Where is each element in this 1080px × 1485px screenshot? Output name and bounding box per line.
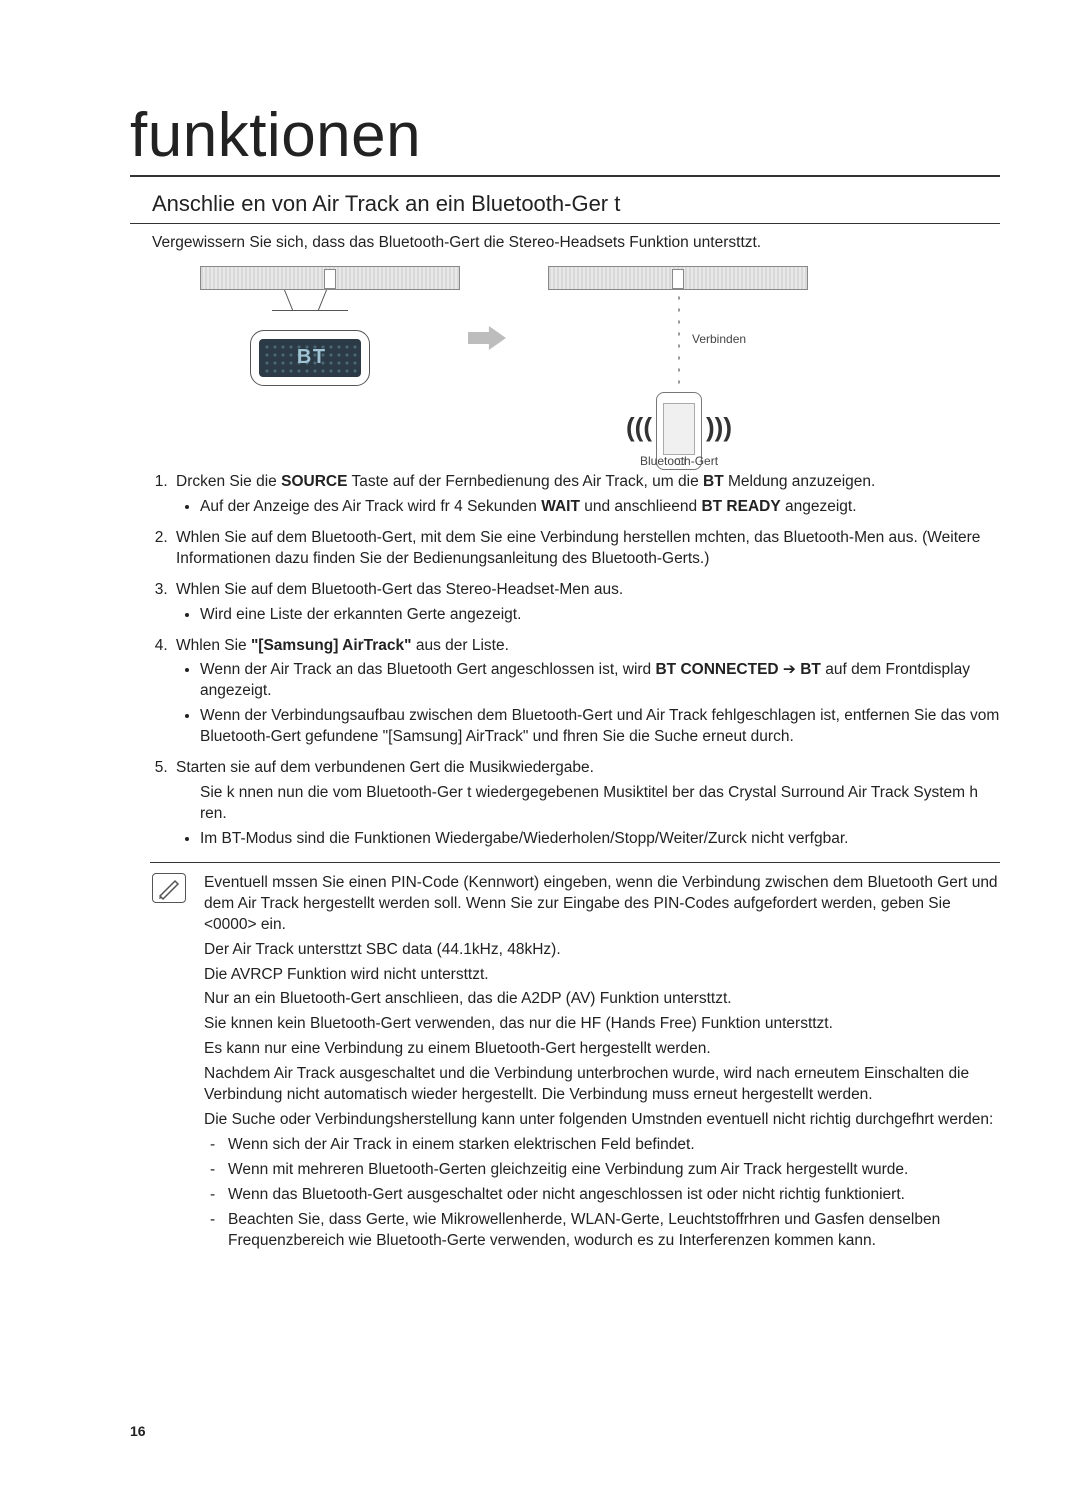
step-bullets: Auf der Anzeige des Air Track wird fr 4 … [176, 497, 1000, 518]
text-run: Whlen Sie auf dem Bluetooth-Gert, mit de… [176, 529, 980, 567]
soundbar-right [548, 266, 808, 290]
page-heading: funktionen [130, 100, 1000, 177]
step-bullet-item: Auf der Anzeige des Air Track wird fr 4 … [200, 497, 1000, 518]
note-sublist: Wenn sich der Air Track in einem starken… [204, 1135, 1000, 1252]
step-item: Drcken Sie die SOURCE Taste auf der Fern… [172, 472, 1000, 518]
note-paragraph: Sie knnen kein Bluetooth-Gert verwenden,… [204, 1014, 1000, 1035]
connection-diagram: B T Verbinden ((( ))) Bluetooth-Gert [130, 262, 1000, 462]
note-block: Eventuell mssen Sie einen PIN-Code (Kenn… [130, 873, 1000, 1256]
step-item: Whlen Sie auf dem Bluetooth-Gert das Ste… [172, 580, 1000, 626]
step-bullets: Wenn der Air Track an das Bluetooth Gert… [176, 660, 1000, 748]
text-run: Whlen Sie auf dem Bluetooth-Gert das Ste… [176, 581, 623, 598]
section-subheading: Anschlie en von Air Track an ein Bluetoo… [130, 191, 1000, 224]
step-item: Starten sie auf dem verbundenen Gert die… [172, 758, 1000, 850]
note-paragraph: Der Air Track untersttzt SBC data (44.1k… [204, 940, 1000, 961]
text-run: ➔ [779, 661, 801, 678]
text-run: Im BT-Modus sind die Funktionen Wiederga… [200, 830, 848, 847]
bold-text: BT CONNECTED [655, 661, 778, 678]
text-run: Wird eine Liste der erkannten Gerte ange… [200, 606, 521, 623]
bold-text: BT [800, 661, 821, 678]
step-subnote: Sie k nnen nun die vom Bluetooth-Ger t w… [176, 783, 1000, 825]
wave-left-icon: ((( [626, 412, 652, 443]
note-paragraph: Nachdem Air Track ausgeschaltet und die … [204, 1064, 1000, 1106]
arrow-right-icon [468, 326, 506, 350]
text-run: Starten sie auf dem verbundenen Gert die… [176, 759, 594, 776]
text-run: Whlen Sie [176, 637, 251, 654]
note-sublist-item: Wenn sich der Air Track in einem starken… [218, 1135, 1000, 1156]
intro-text: Vergewissern Sie sich, dass das Bluetoot… [130, 234, 1000, 252]
note-paragraph: Es kann nur eine Verbindung zu einem Blu… [204, 1039, 1000, 1060]
step-item: Whlen Sie "[Samsung] AirTrack" aus der L… [172, 636, 1000, 749]
step-bullet-item: Wenn der Verbindungsaufbau zwischen dem … [200, 706, 1000, 748]
text-run: Taste auf der Fernbedienung des Air Trac… [347, 473, 703, 490]
note-sublist-item: Wenn das Bluetooth-Gert ausgeschaltet od… [218, 1185, 1000, 1206]
text-run: angezeigt. [781, 498, 857, 515]
bt-display-callout: B T [250, 330, 370, 386]
step-bullet-item: Wenn der Air Track an das Bluetooth Gert… [200, 660, 1000, 702]
text-run: aus der Liste. [412, 637, 509, 654]
page-number: 16 [130, 1423, 146, 1439]
note-sublist-item: Wenn mit mehreren Bluetooth-Gerten gleic… [218, 1160, 1000, 1181]
section-divider [150, 862, 1000, 863]
wave-right-icon: ))) [706, 412, 732, 443]
bold-text: "[Samsung] AirTrack" [251, 637, 412, 654]
soundbar-left [200, 266, 460, 290]
bold-text: SOURCE [281, 473, 347, 490]
note-icon [152, 873, 186, 903]
text-run: und anschlieend [580, 498, 702, 515]
note-paragraph: Die Suche oder Verbindungsherstellung ka… [204, 1110, 1000, 1131]
text-run: Drcken Sie die [176, 473, 281, 490]
bold-text: BT [703, 473, 724, 490]
text-run: Auf der Anzeige des Air Track wird fr 4 … [200, 498, 541, 515]
verbinden-label: Verbinden [692, 332, 746, 346]
text-run: Meldung anzuzeigen. [724, 473, 876, 490]
step-bullets: Im BT-Modus sind die Funktionen Wiederga… [176, 829, 1000, 850]
step-bullet-item: Wird eine Liste der erkannten Gerte ange… [200, 605, 1000, 626]
dotted-connection-line [678, 292, 680, 390]
note-sublist-item: Beachten Sie, dass Gerte, wie Mikrowelle… [218, 1210, 1000, 1252]
steps-list: Drcken Sie die SOURCE Taste auf der Fern… [130, 472, 1000, 850]
text-run: Wenn der Air Track an das Bluetooth Gert… [200, 661, 655, 678]
note-paragraph: Nur an ein Bluetooth-Gert anschlieen, da… [204, 989, 1000, 1010]
note-paragraph: Eventuell mssen Sie einen PIN-Code (Kenn… [204, 873, 1000, 936]
step-bullets: Wird eine Liste der erkannten Gerte ange… [176, 605, 1000, 626]
step-bullet-item: Im BT-Modus sind die Funktionen Wiederga… [200, 829, 1000, 850]
text-run: Wenn der Verbindungsaufbau zwischen dem … [200, 707, 999, 745]
note-paragraph: Die AVRCP Funktion wird nicht untersttzt… [204, 965, 1000, 986]
bold-text: BT READY [701, 498, 780, 515]
bluetooth-device-label: Bluetooth-Gert [640, 454, 718, 468]
step-item: Whlen Sie auf dem Bluetooth-Gert, mit de… [172, 528, 1000, 570]
bold-text: WAIT [541, 498, 580, 515]
